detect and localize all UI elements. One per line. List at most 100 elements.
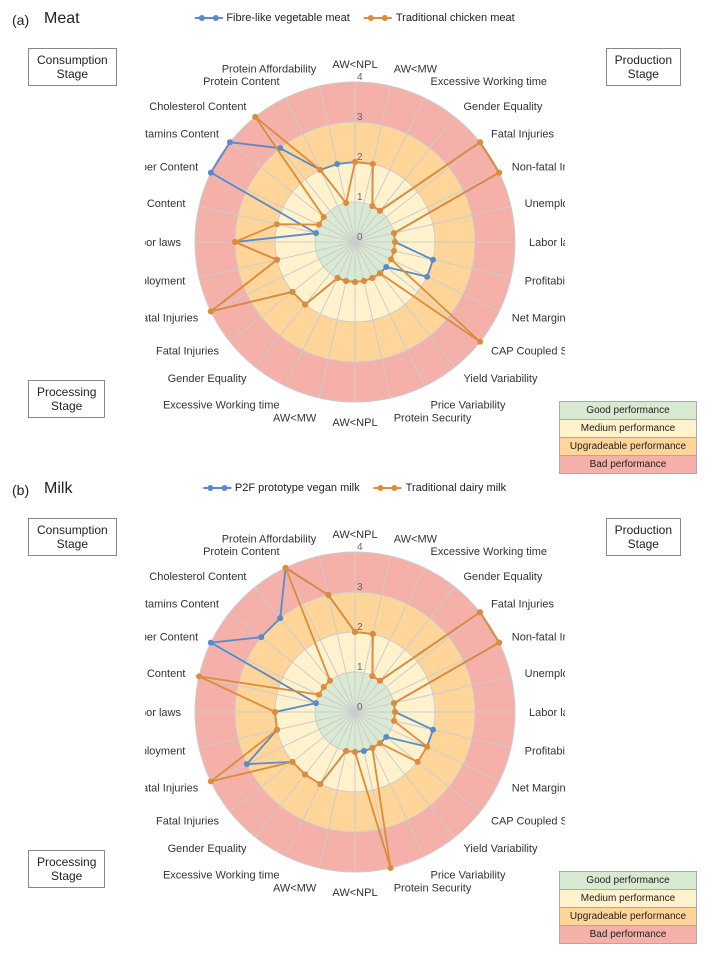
series-marker bbox=[302, 302, 308, 308]
series-marker bbox=[226, 139, 232, 145]
series-marker bbox=[334, 275, 340, 281]
performance-legend-row: Good performance bbox=[560, 402, 696, 419]
series-marker bbox=[369, 673, 375, 679]
axis-label: AW<NPL bbox=[332, 887, 377, 899]
series-marker bbox=[369, 203, 375, 209]
performance-legend: Good performanceMedium performanceUpgrad… bbox=[559, 401, 697, 474]
series-marker bbox=[352, 749, 358, 755]
axis-label: Protein Content bbox=[203, 546, 279, 558]
series-marker bbox=[376, 208, 382, 214]
ring-tick-label: 3 bbox=[357, 112, 363, 123]
performance-legend-row: Upgradeable performance bbox=[560, 437, 696, 455]
axis-label: Excessive Working time bbox=[162, 870, 279, 882]
axis-label: Unemployment bbox=[145, 276, 185, 288]
series-marker bbox=[232, 239, 238, 245]
axis-label: Non-fatal Injuries bbox=[145, 312, 199, 324]
series-marker bbox=[496, 640, 502, 646]
legend-label: Traditional dairy milk bbox=[406, 482, 506, 494]
series-marker bbox=[369, 745, 375, 751]
axis-label: Labor laws bbox=[529, 707, 565, 719]
axis-label: Net Margin bbox=[511, 782, 564, 794]
axis-label: Excessive Working time bbox=[162, 400, 279, 412]
series-marker bbox=[207, 640, 213, 646]
stage-box-processing: Processing Stage bbox=[28, 850, 105, 888]
legend-marker-icon bbox=[364, 17, 392, 19]
series-marker bbox=[429, 257, 435, 263]
ring-tick-label: 1 bbox=[357, 662, 363, 673]
axis-label: Vitamins Content bbox=[145, 128, 219, 140]
series-marker bbox=[392, 239, 398, 245]
radar-chart: AW<NPLAW<MWExcessive Working timeGender … bbox=[145, 502, 565, 922]
series-marker bbox=[376, 678, 382, 684]
series-marker bbox=[383, 734, 389, 740]
axis-label: Non-fatal Injuries bbox=[145, 782, 199, 794]
panel-a: (a)MeatFibre-like vegetable meatTraditio… bbox=[8, 8, 701, 478]
series-marker bbox=[289, 759, 295, 765]
series-marker bbox=[313, 230, 319, 236]
series-marker bbox=[196, 673, 202, 679]
series-marker bbox=[320, 684, 326, 690]
legend-item: P2F prototype vegan milk bbox=[203, 482, 360, 494]
series-marker bbox=[424, 274, 430, 280]
axis-label: Unemployment bbox=[524, 198, 564, 210]
axis-label: CAP Coupled Support bbox=[491, 345, 565, 357]
axis-label: Fiber Content bbox=[145, 161, 198, 173]
series-marker bbox=[277, 615, 283, 621]
series-marker bbox=[360, 748, 366, 754]
series-marker bbox=[317, 167, 323, 173]
ring-tick-label: 1 bbox=[357, 192, 363, 203]
series-marker bbox=[496, 170, 502, 176]
axis-label: Net Margin bbox=[511, 312, 564, 324]
axis-label: AW<MW bbox=[273, 413, 317, 425]
series-marker bbox=[477, 609, 483, 615]
series-marker bbox=[369, 631, 375, 637]
series-marker bbox=[343, 200, 349, 206]
series-marker bbox=[369, 161, 375, 167]
series-marker bbox=[320, 214, 326, 220]
legend-marker-icon bbox=[374, 487, 402, 489]
axis-label: Saturated Fat Content bbox=[145, 198, 185, 210]
series-marker bbox=[376, 270, 382, 276]
series-marker bbox=[289, 289, 295, 295]
series-marker bbox=[477, 139, 483, 145]
series-marker bbox=[424, 744, 430, 750]
performance-legend-row: Bad performance bbox=[560, 455, 696, 473]
axis-label: Fatal Injuries bbox=[491, 598, 554, 610]
axis-label: CAP Coupled Support bbox=[491, 815, 565, 827]
axis-label: Labor laws bbox=[145, 707, 181, 719]
axis-label: AW<MW bbox=[393, 63, 437, 75]
panel-title: Milk bbox=[44, 480, 72, 498]
axis-label: Cholesterol Content bbox=[149, 571, 246, 583]
series-marker bbox=[272, 709, 278, 715]
ring-tick-label: 3 bbox=[357, 582, 363, 593]
legend-marker-icon bbox=[194, 17, 222, 19]
series-marker bbox=[313, 700, 319, 706]
axis-label: Vitamins Content bbox=[145, 598, 219, 610]
series-marker bbox=[390, 718, 396, 724]
axis-label: Excessive Working time bbox=[430, 546, 547, 558]
series-marker bbox=[429, 727, 435, 733]
axis-label: Protein Security bbox=[393, 413, 471, 425]
series-marker bbox=[343, 278, 349, 284]
series-marker bbox=[252, 114, 258, 120]
series-marker bbox=[327, 678, 333, 684]
performance-legend-row: Bad performance bbox=[560, 925, 696, 943]
axis-label: Profitability bbox=[524, 746, 564, 758]
axis-label: Protein Security bbox=[393, 883, 471, 895]
panel-tag: (b) bbox=[12, 482, 29, 498]
axis-label: AW<NPL bbox=[332, 59, 377, 71]
performance-legend-row: Upgradeable performance bbox=[560, 907, 696, 925]
stage-box-production: Production Stage bbox=[606, 518, 681, 556]
series-marker bbox=[477, 339, 483, 345]
axis-label: Labor laws bbox=[145, 237, 181, 249]
series-marker bbox=[369, 275, 375, 281]
legend-item: Traditional chicken meat bbox=[364, 12, 515, 24]
axis-label: Saturated Fat Content bbox=[145, 668, 185, 680]
axis-label: Cholesterol Content bbox=[149, 101, 246, 113]
stage-box-consumption: Consumption Stage bbox=[28, 48, 117, 86]
axis-label: Protein Content bbox=[203, 76, 279, 88]
performance-legend: Good performanceMedium performanceUpgrad… bbox=[559, 871, 697, 944]
stage-box-consumption: Consumption Stage bbox=[28, 518, 117, 556]
series-marker bbox=[274, 221, 280, 227]
axis-label: AW<MW bbox=[393, 533, 437, 545]
